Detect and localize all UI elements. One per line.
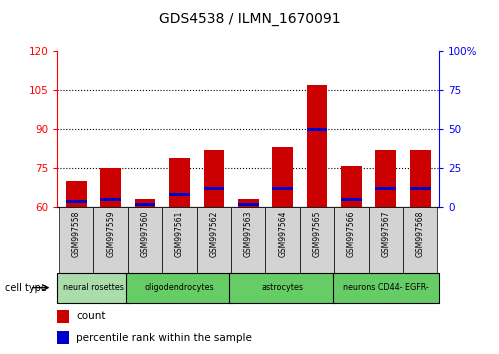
Bar <box>57 331 69 344</box>
Bar <box>341 166 362 207</box>
Text: GSM997558: GSM997558 <box>72 210 81 257</box>
Bar <box>197 207 231 273</box>
Bar <box>169 158 190 207</box>
Text: neurons CD44- EGFR-: neurons CD44- EGFR- <box>343 283 429 292</box>
Bar <box>57 310 69 323</box>
Bar <box>341 198 362 201</box>
Text: GSM997565: GSM997565 <box>312 210 321 257</box>
Text: cell type: cell type <box>5 282 47 293</box>
Text: GSM997561: GSM997561 <box>175 210 184 257</box>
Text: GSM997567: GSM997567 <box>381 210 390 257</box>
Bar <box>100 198 121 201</box>
Text: neural rosettes: neural rosettes <box>63 283 124 292</box>
Bar <box>66 181 87 207</box>
Bar <box>238 203 258 206</box>
Bar <box>272 187 293 190</box>
Text: astrocytes: astrocytes <box>261 283 304 292</box>
Bar <box>93 207 128 273</box>
Bar <box>238 199 258 207</box>
Bar <box>369 207 403 273</box>
Bar <box>272 147 293 207</box>
Bar <box>57 273 130 303</box>
Bar <box>59 207 93 273</box>
Bar <box>66 200 87 204</box>
Bar <box>135 199 155 207</box>
Text: GSM997562: GSM997562 <box>210 210 219 257</box>
Bar <box>128 207 162 273</box>
Bar <box>307 85 327 207</box>
Bar <box>231 207 265 273</box>
Bar <box>100 168 121 207</box>
Bar <box>410 187 431 190</box>
Text: percentile rank within the sample: percentile rank within the sample <box>76 333 252 343</box>
Text: oligodendrocytes: oligodendrocytes <box>145 283 214 292</box>
Text: GSM997563: GSM997563 <box>244 210 253 257</box>
Bar <box>265 207 300 273</box>
Text: GSM997568: GSM997568 <box>416 210 425 257</box>
Bar <box>332 273 439 303</box>
Bar <box>300 207 334 273</box>
Text: GSM997564: GSM997564 <box>278 210 287 257</box>
Bar <box>135 203 155 206</box>
Text: GSM997560: GSM997560 <box>141 210 150 257</box>
Bar <box>169 193 190 196</box>
Bar <box>126 273 233 303</box>
Text: count: count <box>76 312 106 321</box>
Bar <box>403 207 438 273</box>
Bar <box>204 150 224 207</box>
Bar <box>204 187 224 190</box>
Bar <box>307 128 327 131</box>
Text: GDS4538 / ILMN_1670091: GDS4538 / ILMN_1670091 <box>159 12 340 27</box>
Bar <box>410 150 431 207</box>
Bar <box>162 207 197 273</box>
Bar <box>230 273 336 303</box>
Bar <box>375 187 396 190</box>
Bar <box>375 150 396 207</box>
Bar <box>334 207 369 273</box>
Text: GSM997559: GSM997559 <box>106 210 115 257</box>
Text: GSM997566: GSM997566 <box>347 210 356 257</box>
